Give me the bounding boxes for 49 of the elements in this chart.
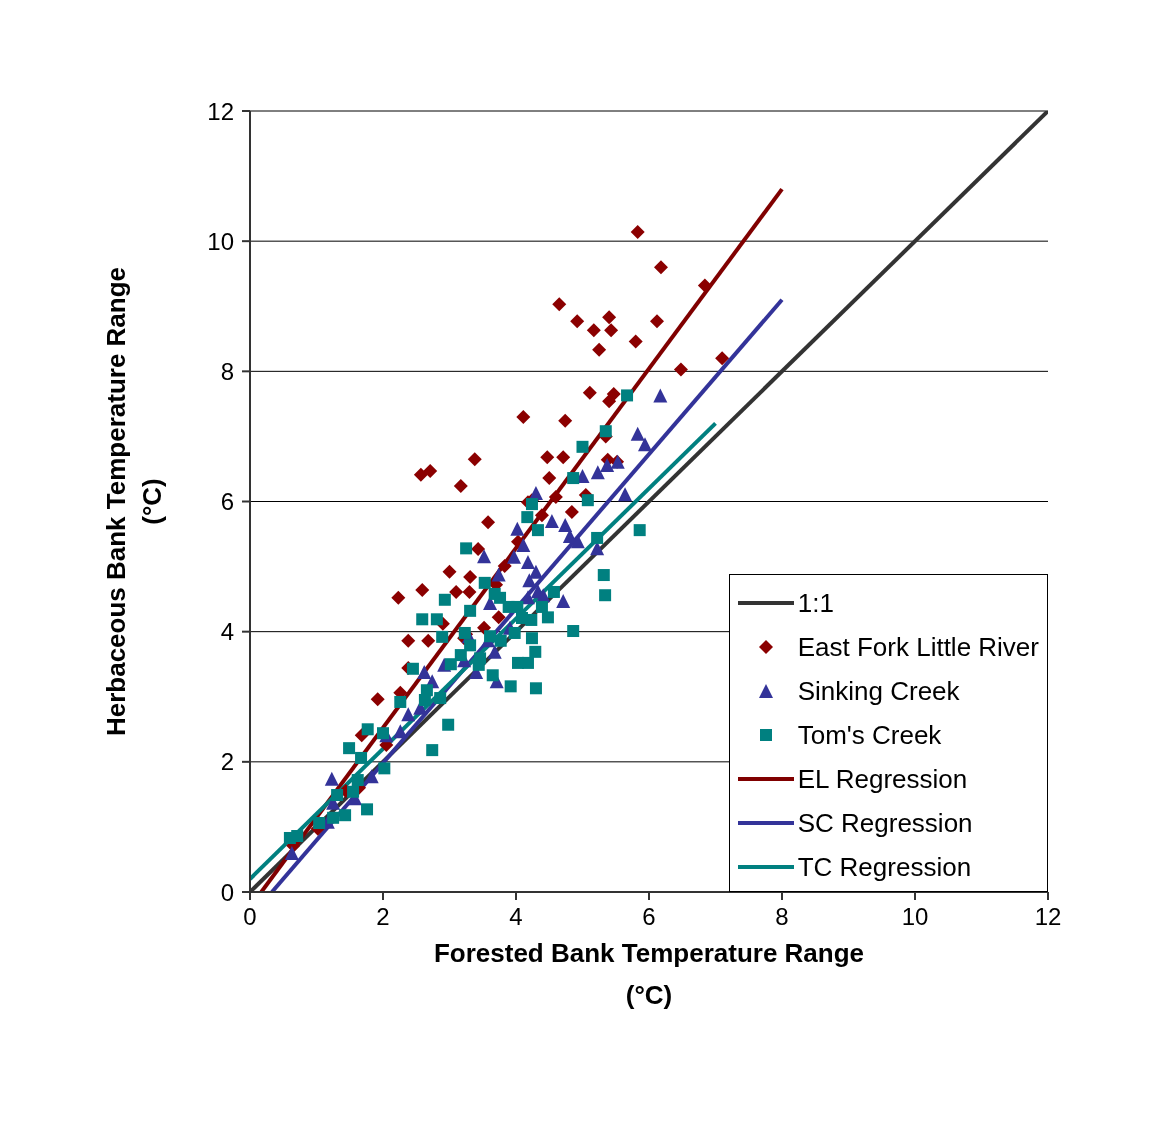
y-tick-label: 2 xyxy=(220,748,234,776)
x-axis-title: Forested Bank Temperature Range (°C) xyxy=(433,938,865,1010)
point xyxy=(618,487,633,502)
x-tick-label: 2 xyxy=(376,903,390,931)
y-tick-label: 6 xyxy=(220,488,234,516)
point xyxy=(364,769,379,784)
point xyxy=(570,534,585,549)
legend-label: SC Regression xyxy=(797,807,973,839)
point xyxy=(556,594,571,609)
y-tick-label: 0 xyxy=(220,878,234,906)
x-tick-label: 10 xyxy=(901,903,929,931)
x-tick-label: 8 xyxy=(775,903,789,931)
point xyxy=(284,845,299,860)
legend-label: East Fork Little River xyxy=(797,631,1039,663)
point xyxy=(510,521,525,536)
point xyxy=(544,514,559,529)
x-tick-label: 4 xyxy=(509,903,523,931)
legend-label: 1:1 xyxy=(797,587,834,619)
point xyxy=(487,644,502,659)
point xyxy=(507,549,522,564)
x-tick-label: 12 xyxy=(1034,903,1062,931)
point xyxy=(590,465,605,480)
point xyxy=(590,541,605,556)
legend-label: EL Regression xyxy=(797,763,968,795)
point xyxy=(417,665,432,680)
point xyxy=(558,517,573,532)
point xyxy=(483,596,498,611)
legend-label: Tom's Creek xyxy=(797,719,942,751)
point xyxy=(516,538,531,553)
y-tick-label: 4 xyxy=(220,618,234,646)
point xyxy=(324,771,339,786)
y-tick-label: 12 xyxy=(207,97,234,125)
point xyxy=(477,549,492,564)
point xyxy=(393,724,408,739)
y-tick-label: 8 xyxy=(220,357,234,385)
point xyxy=(653,388,668,403)
point xyxy=(401,707,416,722)
point xyxy=(638,437,653,452)
x-tick-label: 6 xyxy=(642,903,656,931)
legend-label: TC Regression xyxy=(797,851,972,883)
point xyxy=(600,458,615,473)
point xyxy=(630,426,645,441)
x-tick-label: 0 xyxy=(243,903,257,931)
y-tick-label: 10 xyxy=(207,227,234,255)
legend-label: Sinking Creek xyxy=(797,675,960,707)
y-axis-title: Herbaceous Bank Temperature Range (°C) xyxy=(101,266,167,737)
point xyxy=(520,555,535,570)
point xyxy=(491,567,506,582)
point xyxy=(528,564,543,579)
